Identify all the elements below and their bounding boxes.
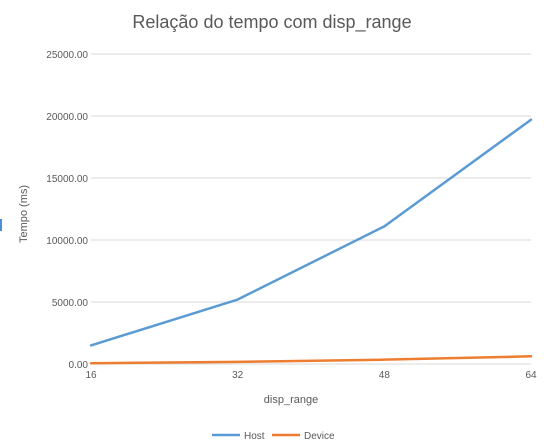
gridlines: [91, 53, 531, 365]
legend: Host Device: [212, 431, 335, 442]
series-lines: [89, 118, 533, 365]
x-tick-label: 64: [525, 370, 537, 381]
y-tick-label: 5000.00: [52, 298, 89, 309]
y-tick-label: 20000.00: [46, 112, 88, 123]
y-axis-label: Tempo (ms): [18, 185, 30, 243]
chart-title: Relação do tempo com disp_range: [132, 12, 411, 33]
legend-item-host: Host: [212, 431, 265, 442]
x-tick-label: 48: [379, 370, 391, 381]
x-axis-ticks: 16 32 48 64: [85, 370, 537, 381]
legend-label: Device: [304, 431, 335, 442]
series-line-host: [89, 118, 533, 347]
series-line-device: [89, 355, 533, 365]
y-axis-ticks: 0.00 5000.00 10000.00 15000.00 20000.00 25000…: [46, 50, 88, 371]
legend-label: Host: [244, 431, 265, 442]
y-tick-label: 25000.00: [46, 50, 88, 61]
legend-item-device: Device: [272, 431, 335, 442]
x-axis-label: disp_range: [264, 394, 318, 406]
y-tick-label: 0.00: [69, 360, 89, 371]
x-tick-label: 16: [85, 370, 97, 381]
y-tick-label: 10000.00: [46, 236, 88, 247]
x-tick-label: 32: [232, 370, 244, 381]
y-tick-label: 15000.00: [46, 174, 88, 185]
left-edge-marker: [0, 219, 2, 231]
